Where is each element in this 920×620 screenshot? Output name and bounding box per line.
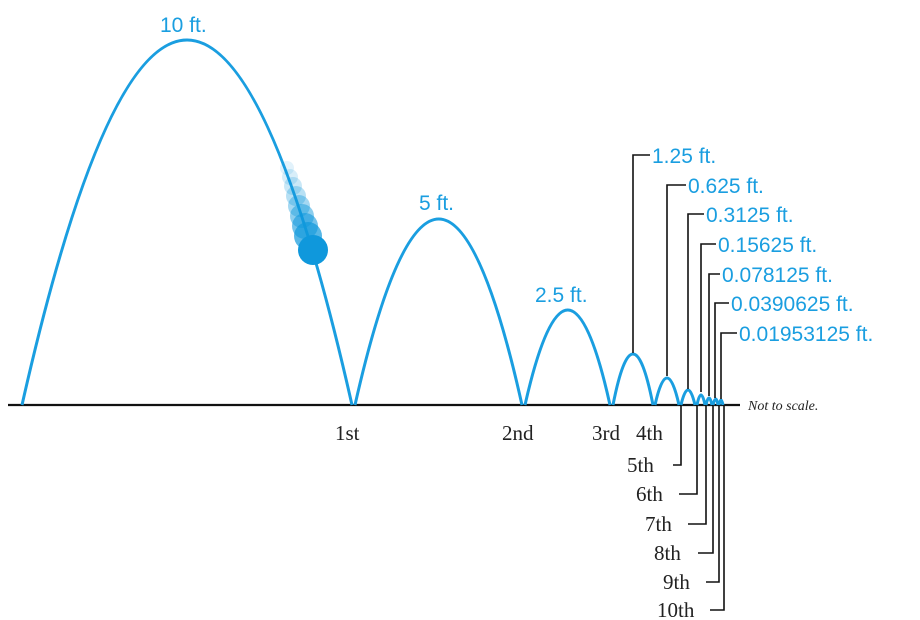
bounce-label-3: 3rd [592,421,620,445]
bounce-leader-6 [679,406,698,495]
arc-5 [653,376,681,406]
arc-3 [523,308,612,406]
arc-7 [695,393,707,406]
height-leader-4 [632,154,650,353]
height-label-8: 0.078125 ft. [722,264,833,287]
height-label-6: 0.3125 ft. [706,204,794,227]
ball [298,235,328,265]
height-label-7: 0.15625 ft. [718,234,817,257]
bounce-label-2: 2nd [502,421,534,445]
bounce-label-1: 1st [335,421,360,445]
arc-6 [679,388,697,406]
bounce-leader-lines [673,406,725,611]
arc-9 [711,397,720,406]
bounce-label-4: 4th [636,421,663,445]
height-label-1: 10 ft. [160,14,207,37]
height-label-10: 0.01953125 ft. [739,323,873,346]
height-labels: 10 ft. 5 ft. 2.5 ft. 1.25 ft. 0.625 ft. … [160,14,873,346]
height-label-4: 1.25 ft. [652,145,716,168]
height-leader-5 [666,184,686,376]
bounce-leader-5 [673,406,682,466]
arc-4 [611,352,655,406]
bounce-label-7: 7th [645,512,672,536]
bounce-leader-7 [688,406,707,525]
height-leader-7 [700,243,716,392]
arc-2 [353,217,524,406]
bounce-label-9: 9th [663,570,690,594]
ball-motion-trail [280,161,328,265]
arc-8 [704,396,714,406]
bounce-label-10: 10th [657,598,695,620]
ball-ghost [286,186,306,206]
bounce-arcs [20,38,725,406]
bounce-label-8: 8th [654,541,681,565]
height-leader-8 [708,273,720,396]
bounce-leader-8 [698,406,714,554]
bounce-leader-9 [706,406,720,583]
height-leader-9 [714,302,729,398]
bounce-labels: 1st 2nd 3rd 4th 5th 6th 7th 8th 9th 10th [335,421,695,620]
height-label-5: 0.625 ft. [688,175,764,198]
height-label-9: 0.0390625 ft. [731,293,854,316]
ball-ghost [282,169,298,185]
bounce-leader-10 [710,406,725,611]
bounce-label-6: 6th [636,482,663,506]
height-label-3: 2.5 ft. [535,284,588,307]
not-to-scale-note: Not to scale. [747,399,818,414]
height-leader-6 [687,213,704,389]
height-label-2: 5 ft. [419,192,454,215]
bounce-label-5: 5th [627,453,654,477]
ball-ghost [284,177,302,195]
arc-10 [717,398,725,406]
ball-ghost [288,195,310,217]
height-leader-lines [632,154,737,399]
height-leader-10 [720,332,737,399]
ball-ghost [280,161,294,175]
